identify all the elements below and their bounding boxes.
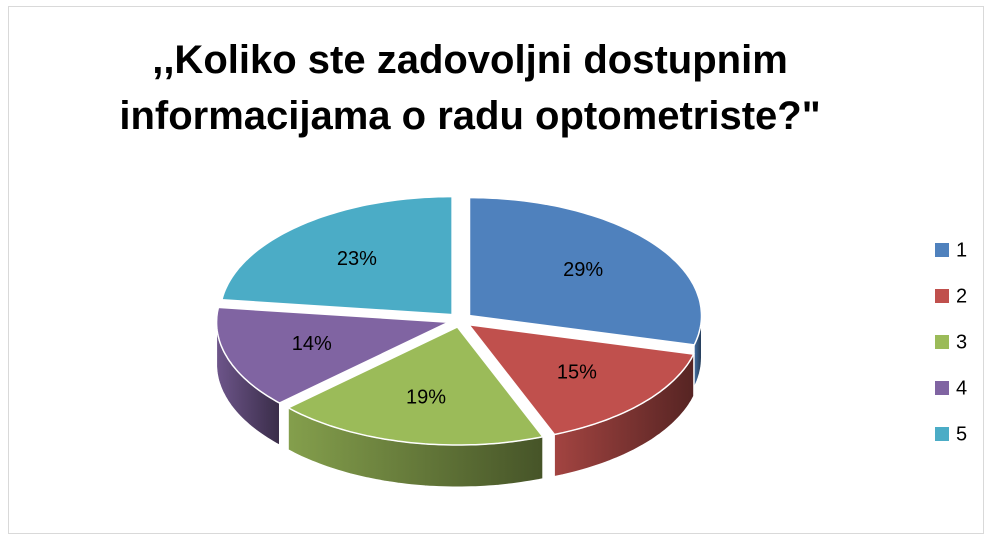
slice — [468, 196, 703, 346]
data-label: 15% — [557, 361, 597, 383]
slice — [220, 195, 453, 316]
data-label: 29% — [563, 259, 603, 281]
data-label: 19% — [406, 387, 446, 409]
data-label: 23% — [337, 248, 377, 270]
legend-swatch — [935, 381, 949, 395]
slice — [286, 326, 545, 446]
legend-label: 4 — [956, 377, 967, 399]
slice — [467, 323, 695, 436]
legend-label: 3 — [956, 331, 967, 353]
legend-swatch — [935, 289, 949, 303]
legend-label: 1 — [956, 239, 967, 261]
chart-title: ,,Koliko ste zadovoljni dostupnim inform… — [119, 38, 821, 138]
slice — [215, 306, 452, 404]
legend-label: 5 — [956, 423, 967, 445]
legend-swatch — [935, 243, 949, 257]
legend-label: 2 — [956, 285, 967, 307]
legend-swatch — [935, 335, 949, 349]
legend-swatch — [935, 427, 949, 441]
chart-frame — [8, 6, 984, 534]
data-label: 14% — [292, 333, 332, 355]
